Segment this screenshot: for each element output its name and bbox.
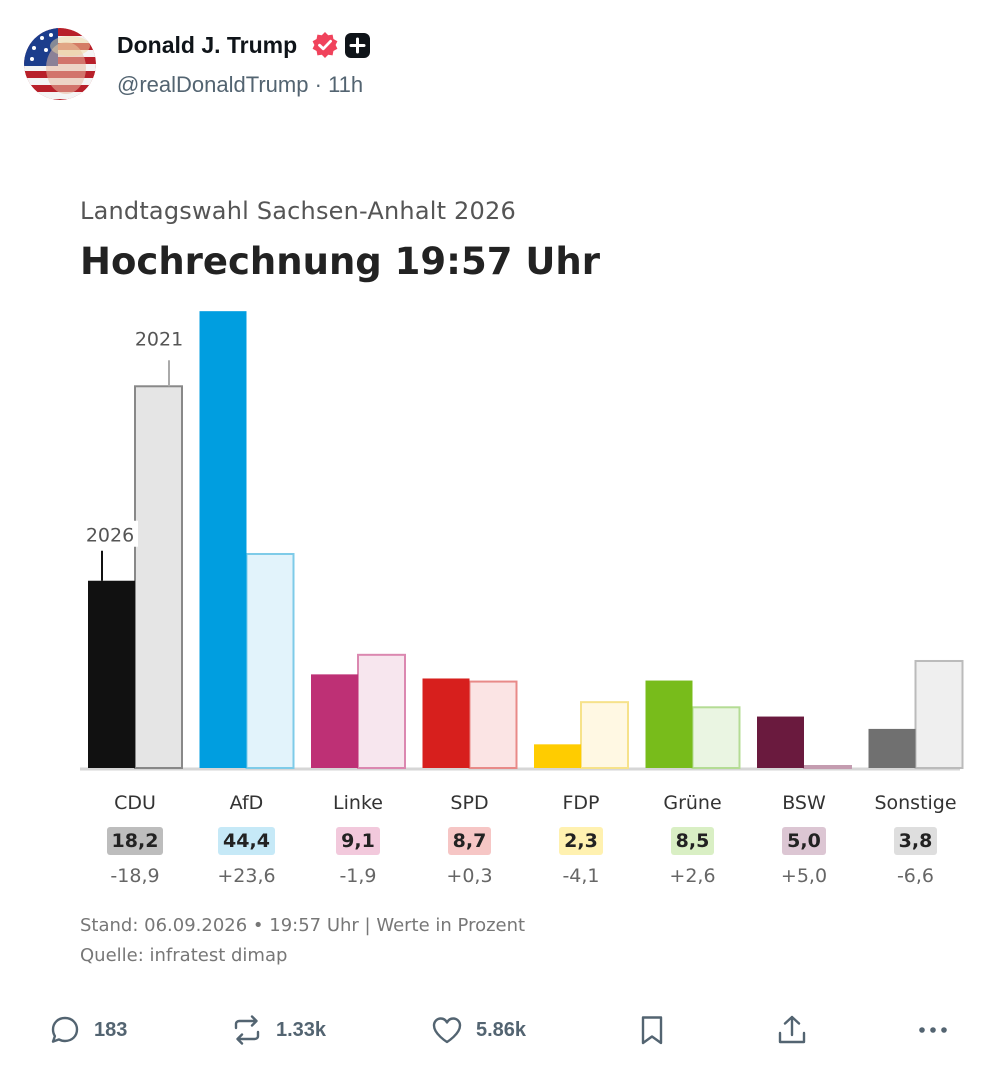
election-chart[interactable]: Landtagswahl Sachsen-Anhalt 2026 Hochrec… [80,195,970,985]
avatar[interactable] [24,28,96,100]
value-badge-bsw: 5,0 [782,827,826,855]
bar-2021-sonstige [914,659,964,769]
diff-label-spd: +0,3 [446,865,493,887]
diff-label-linke: -1,9 [339,865,377,887]
value-badge-wrap-bsw: 5,0 [748,827,860,855]
bar-2021-cdu [134,385,183,769]
party-label-spd: SPD [450,792,489,814]
reply-button[interactable]: 183 [48,1005,127,1055]
diff-label-gr-ne: +2,6 [669,865,716,887]
diff-label-cdu: -18,9 [110,865,160,887]
value-badge-afd: 44,4 [218,827,275,855]
value-badge-cdu: 18,2 [106,827,164,855]
bar-2021-afd [245,552,295,770]
value-badge-wrap-cdu: 18,2 [79,827,191,855]
reply-count: 183 [94,1018,128,1041]
repost-icon [234,1015,260,1045]
handle-line: @realDonaldTrump · 11h [117,72,363,98]
bar-2021-linke [357,653,406,770]
author-name[interactable]: Donald J. Trump [117,32,298,58]
bar-2021-bsw [803,765,852,769]
diff-label-afd: +23,6 [217,865,276,887]
party-label-linke: Linke [333,792,383,814]
value-badge-wrap-sonstige: 3,8 [860,827,972,855]
bar-2021-fdp [580,701,629,770]
repost-count: 1.33k [276,1018,327,1041]
value-badge-wrap-spd: 8,7 [414,827,526,855]
value-badge-wrap-fdp: 2,3 [525,827,637,855]
bar-2026-bsw [757,716,804,768]
value-badge-gr-ne: 8,5 [670,827,715,855]
value-badge-linke: 9,1 [336,827,380,855]
annotation-2021: 2021 [135,328,183,350]
more-icon [919,1027,947,1033]
bar-2026-sonstige [868,728,916,768]
separator-dot: · [314,72,329,97]
share-button[interactable] [775,1005,809,1055]
bookmark-icon [641,1016,663,1045]
bar-2026-fdp [534,744,581,768]
bar-2026-afd [199,311,247,768]
party-label-sonstige: Sonstige [874,792,957,814]
more-button[interactable] [916,1005,950,1055]
bar-2026-spd [422,678,470,768]
post-header: Donald J. Trump @realDonaldTrump · 11h [24,28,964,104]
annotation-bg-2026 [86,520,138,547]
like-count: 5.86k [476,1018,527,1041]
chart-footer-stand: Stand: 06.09.2026 • 19:57 Uhr | Werte in… [80,915,526,936]
action-bar: 183 1.33k 5.86k [0,1005,1000,1055]
bar-2026-gr-ne [645,680,693,768]
handle[interactable]: @realDonaldTrump [117,72,309,97]
verified-icon [311,31,339,59]
post-time[interactable]: 11h [328,72,364,97]
diff-label-bsw: +5,0 [780,865,828,887]
annotation-2026: 2026 [86,525,134,547]
bar-2021-gr-ne [691,706,741,769]
chart-footer-source: Quelle: infratest dimap [80,945,288,966]
reply-icon [51,1016,79,1043]
repost-button[interactable]: 1.33k [230,1005,326,1055]
party-label-fdp: FDP [562,792,600,814]
party-label-gr-ne: Grüne [663,792,722,814]
party-label-cdu: CDU [114,792,156,814]
diff-label-fdp: -4,1 [562,865,600,887]
party-label-afd: AfD [229,792,264,814]
value-badge-sonstige: 3,8 [893,827,938,855]
bar-2026-cdu [88,580,135,768]
diff-label-sonstige: -6,6 [896,865,935,887]
bar-chart-svg: 2026 2021 [80,311,964,771]
like-button[interactable]: 5.86k [430,1005,526,1055]
value-badge-spd: 8,7 [447,827,492,855]
subscriber-plus-icon[interactable] [345,33,370,58]
party-label-bsw: BSW [782,792,826,814]
value-badge-fdp: 2,3 [559,827,603,855]
bar-2026-linke [311,674,358,768]
chart-title: Hochrechnung 19:57 Uhr [80,240,600,283]
value-badge-wrap-afd: 44,4 [191,827,303,855]
bar-2021-spd [468,680,518,769]
chart-subtitle: Landtagswahl Sachsen-Anhalt 2026 [80,197,516,225]
value-badge-wrap-gr-ne: 8,5 [637,827,749,855]
like-icon [432,1017,462,1044]
value-badge-wrap-linke: 9,1 [302,827,414,855]
bookmark-button[interactable] [635,1005,669,1055]
share-icon [778,1015,806,1044]
